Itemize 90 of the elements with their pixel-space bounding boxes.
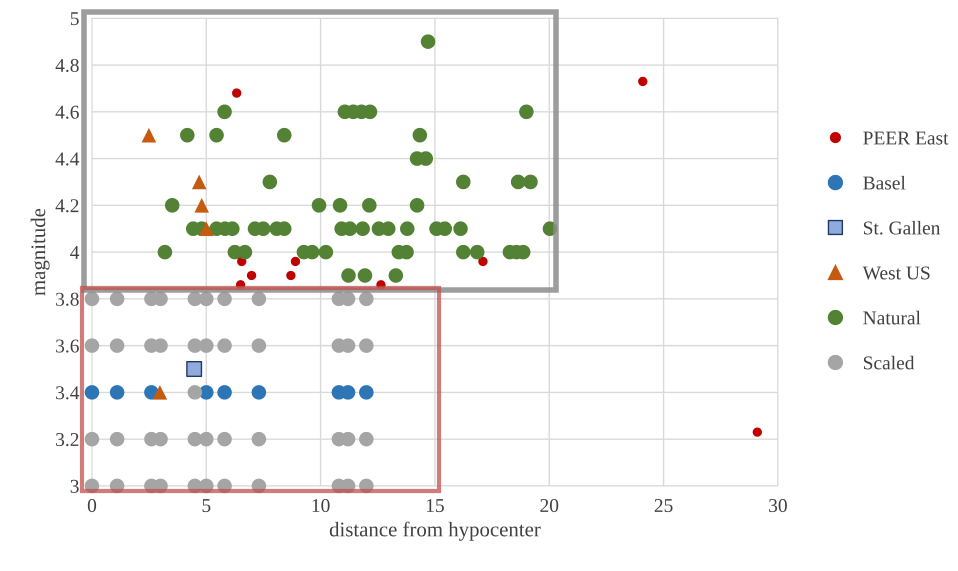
- point: [246, 270, 256, 280]
- point: [110, 338, 124, 353]
- y-tick-label: 3.6: [56, 339, 79, 353]
- point: [410, 198, 424, 213]
- point: [188, 385, 202, 400]
- point: [453, 221, 468, 236]
- x-tick-label: 20: [540, 498, 558, 512]
- point: [158, 244, 172, 260]
- y-tick-label: 3.2: [56, 433, 78, 446]
- legend-label: West US: [862, 266, 930, 280]
- y-axis-title: magnitude: [30, 208, 50, 296]
- y-tick-label: 5: [70, 12, 79, 26]
- point: [355, 221, 370, 236]
- point: [362, 198, 377, 213]
- point: [180, 128, 195, 142]
- legend-label: PEER East: [863, 132, 948, 145]
- point: [152, 385, 168, 400]
- point: [84, 338, 100, 353]
- x-tick-label: 15: [426, 499, 444, 512]
- point: [420, 34, 436, 49]
- y-tick-label: 4.6: [56, 106, 79, 119]
- x-tick-label: 30: [769, 498, 787, 512]
- x-axis-title: distance from hypocenter: [330, 522, 541, 541]
- x-tick-label: 25: [654, 499, 673, 512]
- point: [312, 198, 326, 213]
- point: [359, 338, 374, 353]
- point: [262, 174, 278, 190]
- y-tick-label: 4: [70, 246, 80, 259]
- point: [359, 432, 374, 446]
- point: [318, 244, 334, 260]
- point: [286, 270, 296, 280]
- legend-label: St. Gallen: [864, 220, 940, 235]
- point: [209, 128, 224, 142]
- point: [252, 432, 266, 446]
- point: [359, 292, 374, 306]
- point: [358, 268, 372, 283]
- point: [232, 88, 242, 98]
- point: [332, 198, 348, 213]
- point: [199, 432, 214, 446]
- point: [84, 292, 100, 306]
- legend-label: Scaled: [864, 356, 914, 370]
- point: [456, 244, 471, 260]
- y-tick-label: 4.2: [56, 199, 78, 212]
- point: [192, 174, 206, 190]
- point: [341, 268, 356, 283]
- x-tick-label: 5: [202, 499, 210, 512]
- point: [638, 76, 648, 86]
- point: [217, 432, 232, 446]
- point: [164, 198, 180, 213]
- point: [276, 128, 292, 142]
- point: [217, 338, 232, 353]
- point: [523, 174, 538, 190]
- point: [456, 174, 471, 190]
- point: [217, 385, 232, 400]
- point: [752, 427, 762, 437]
- point: [290, 256, 300, 266]
- point: [470, 244, 485, 260]
- legend-label: Natural: [863, 310, 921, 324]
- y-tick-label: 3.8: [56, 292, 79, 306]
- point: [217, 104, 232, 120]
- point: [252, 338, 266, 353]
- point: [110, 432, 124, 446]
- y-tick-label: 3: [70, 480, 79, 493]
- point: [217, 292, 232, 306]
- y-tick-label: 4.4: [56, 152, 80, 166]
- point: [110, 292, 124, 306]
- point: [84, 432, 100, 446]
- point: [199, 221, 214, 236]
- point: [252, 385, 266, 400]
- y-tick-label: 4.8: [56, 58, 79, 72]
- point: [519, 104, 534, 120]
- point: [199, 292, 214, 306]
- point: [194, 198, 209, 213]
- point: [110, 385, 124, 400]
- point: [388, 268, 404, 283]
- x-tick-label: 0: [88, 498, 96, 512]
- point: [142, 128, 156, 142]
- y-tick-label: 3.4: [56, 386, 80, 400]
- point: [478, 256, 488, 266]
- point: [84, 385, 100, 400]
- point: [400, 221, 415, 236]
- point: [510, 174, 526, 190]
- point: [199, 338, 214, 353]
- point: [238, 244, 252, 260]
- point: [359, 385, 374, 400]
- point: [252, 292, 266, 306]
- x-tick-label: 10: [312, 498, 330, 512]
- point: [186, 361, 202, 377]
- point: [412, 128, 428, 142]
- legend-label: Basel: [863, 176, 906, 190]
